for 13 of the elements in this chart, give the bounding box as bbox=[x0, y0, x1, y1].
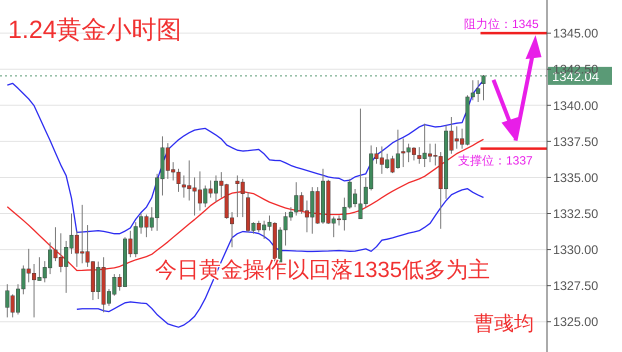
candlestick bbox=[482, 74, 486, 101]
y-tick-label: 1330.00 bbox=[553, 243, 598, 258]
annotation: 曹彧均 bbox=[474, 313, 534, 335]
ref-line-label: 阻力位：1345 bbox=[464, 17, 540, 32]
ref-line-label: 支撑位：1337 bbox=[458, 154, 534, 168]
y-tick-label: 1345.00 bbox=[553, 26, 598, 41]
y-tick-label: 1332.50 bbox=[553, 207, 598, 222]
y-tick-label: 1337.50 bbox=[553, 134, 598, 149]
y-tick-label: 1335.00 bbox=[553, 170, 598, 185]
text: 1.24黄金小时图 bbox=[8, 16, 182, 44]
y-tick-label: 1327.50 bbox=[553, 279, 598, 294]
y-tick-label: 1340.00 bbox=[553, 98, 598, 113]
y-tick-label: 1325.00 bbox=[553, 315, 598, 330]
